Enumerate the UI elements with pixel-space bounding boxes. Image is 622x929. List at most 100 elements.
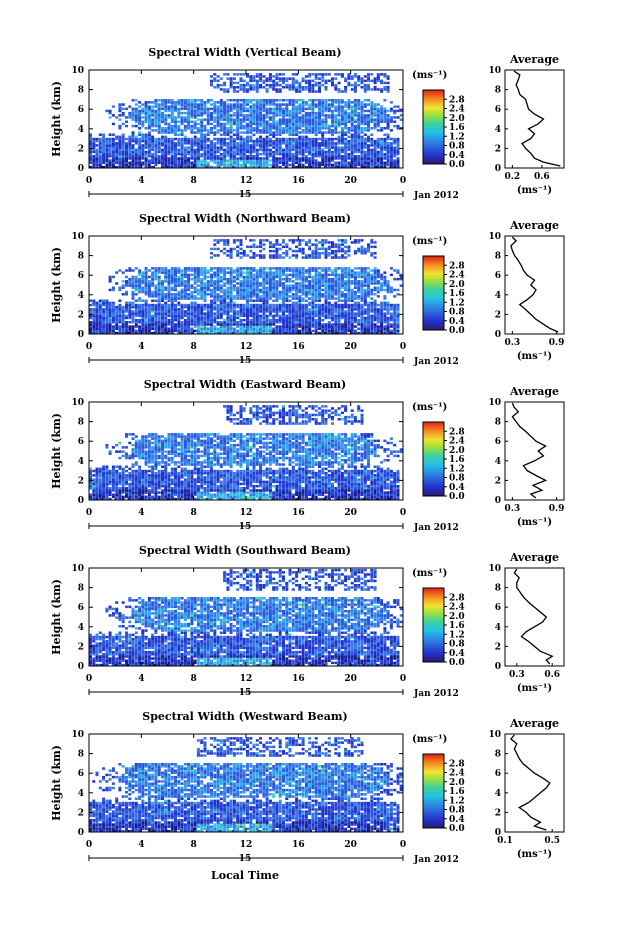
heatmap-cell bbox=[262, 139, 266, 143]
heatmap-cell bbox=[210, 157, 213, 160]
heatmap-cell bbox=[340, 282, 344, 285]
heatmap-cell bbox=[344, 116, 348, 119]
heatmap-cell bbox=[357, 150, 361, 154]
heatmap-cell bbox=[177, 120, 181, 123]
heatmap-cell bbox=[190, 131, 194, 134]
heatmap-cell bbox=[151, 139, 155, 143]
heatmap-cell bbox=[272, 79, 276, 83]
heatmap-cell bbox=[291, 111, 295, 115]
heatmap-cell bbox=[259, 163, 263, 167]
heatmap-cell bbox=[308, 247, 312, 251]
heatmap-cell bbox=[144, 101, 148, 104]
heatmap-cell bbox=[347, 269, 351, 272]
heatmap-cell bbox=[262, 120, 266, 123]
heatmap-cell bbox=[272, 88, 276, 91]
heatmap-cell bbox=[190, 150, 194, 154]
heatmap-cell bbox=[327, 114, 331, 117]
heatmap-cell bbox=[265, 303, 269, 307]
heatmap-cell bbox=[295, 288, 299, 292]
heatmap-cell bbox=[170, 148, 174, 152]
heatmap-cell bbox=[298, 247, 302, 251]
heatmap-cell bbox=[223, 252, 227, 255]
heatmap-cell bbox=[161, 137, 164, 141]
heatmap-cell bbox=[347, 111, 351, 115]
heatmap-cell bbox=[219, 331, 223, 335]
heatmap-cell bbox=[246, 99, 249, 102]
heatmap-cell bbox=[183, 290, 187, 294]
heatmap-cell bbox=[249, 295, 253, 298]
heatmap-cell bbox=[115, 331, 119, 335]
heatmap-cell bbox=[131, 139, 135, 143]
heatmap-cell bbox=[331, 142, 334, 145]
heatmap-cell bbox=[386, 146, 390, 149]
heatmap-cell bbox=[170, 137, 174, 141]
heatmap-cell bbox=[242, 118, 246, 121]
heatmap-cell bbox=[324, 288, 328, 292]
heatmap-cell bbox=[383, 146, 387, 149]
heatmap-cell bbox=[98, 146, 102, 149]
heatmap-cell bbox=[183, 146, 187, 149]
heatmap-cell bbox=[141, 111, 145, 115]
heatmap-cell bbox=[92, 329, 96, 333]
heatmap-cell bbox=[164, 305, 168, 309]
heatmap-cell bbox=[151, 305, 155, 309]
heatmap-cell bbox=[252, 269, 256, 272]
heatmap-cell bbox=[337, 137, 341, 141]
heatmap-cell bbox=[193, 139, 197, 143]
heatmap-cell bbox=[95, 325, 99, 328]
heatmap-cell bbox=[92, 161, 96, 164]
heatmap-cell bbox=[157, 323, 161, 326]
heatmap-cell bbox=[147, 308, 151, 311]
heatmap-cell bbox=[324, 275, 328, 279]
heatmap-cell bbox=[229, 135, 233, 139]
heatmap-cell bbox=[350, 116, 354, 119]
heatmap-cell bbox=[246, 284, 249, 287]
heatmap-cell bbox=[239, 152, 243, 156]
heatmap-cell bbox=[259, 148, 263, 152]
heatmap-cell bbox=[151, 109, 155, 113]
heatmap-cell bbox=[187, 286, 191, 289]
heatmap-cell bbox=[157, 277, 161, 281]
heatmap-cell bbox=[98, 331, 102, 335]
heatmap-cell bbox=[275, 303, 279, 307]
heatmap-cell bbox=[268, 254, 272, 257]
heatmap-cell bbox=[216, 273, 220, 277]
heatmap-cell bbox=[255, 269, 259, 272]
heatmap-cell bbox=[229, 299, 233, 302]
heatmap-cell bbox=[363, 99, 367, 102]
heatmap-cell bbox=[275, 161, 279, 164]
heatmap-cell bbox=[259, 79, 263, 83]
heatmap-cell bbox=[154, 275, 158, 279]
heatmap-cell bbox=[226, 239, 230, 242]
heatmap-cell bbox=[144, 109, 148, 113]
heatmap-cell bbox=[301, 277, 305, 281]
heatmap-cell bbox=[239, 144, 243, 147]
heatmap-cell bbox=[174, 271, 177, 274]
heatmap-cell bbox=[314, 116, 318, 119]
heatmap-cell bbox=[278, 303, 282, 307]
heatmap-cell bbox=[360, 137, 364, 141]
heatmap-cell bbox=[295, 254, 299, 257]
heatmap-cell bbox=[282, 310, 285, 313]
heatmap-cell bbox=[298, 323, 302, 326]
heatmap-cell bbox=[350, 312, 354, 315]
heatmap-cell bbox=[383, 133, 387, 136]
heatmap-cell bbox=[183, 321, 187, 324]
heatmap-cell bbox=[108, 288, 112, 292]
heatmap-cell bbox=[318, 305, 321, 309]
heatmap-cell bbox=[183, 139, 187, 143]
heatmap-cell bbox=[98, 327, 102, 330]
heatmap-cell bbox=[115, 321, 119, 324]
heatmap-cell bbox=[226, 161, 230, 164]
heatmap-cell bbox=[282, 321, 285, 324]
heatmap-cell bbox=[177, 142, 181, 145]
heatmap-cell bbox=[357, 75, 361, 78]
heatmap-cell bbox=[311, 118, 315, 121]
heatmap-cell bbox=[282, 331, 285, 335]
heatmap-cell bbox=[111, 157, 115, 160]
heatmap-cell bbox=[151, 111, 155, 115]
heatmap-cell bbox=[396, 157, 400, 160]
heatmap-cell bbox=[259, 75, 263, 78]
heatmap-cell bbox=[308, 256, 312, 259]
heatmap-cell bbox=[187, 275, 191, 279]
